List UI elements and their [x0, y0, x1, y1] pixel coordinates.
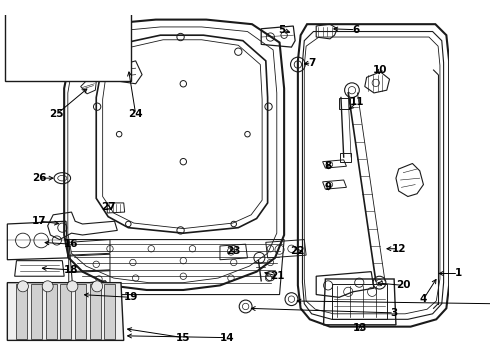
- Text: 15: 15: [176, 333, 191, 343]
- Polygon shape: [75, 284, 86, 338]
- Text: 25: 25: [49, 109, 64, 119]
- Circle shape: [18, 281, 28, 292]
- Text: 23: 23: [226, 247, 241, 256]
- Polygon shape: [17, 284, 27, 338]
- Text: 17: 17: [32, 216, 47, 226]
- Bar: [4, 0, 131, 81]
- Text: 18: 18: [64, 265, 79, 275]
- Text: 1: 1: [455, 269, 462, 279]
- Text: 14: 14: [220, 333, 235, 343]
- Text: 10: 10: [373, 65, 388, 75]
- Text: 11: 11: [350, 97, 365, 107]
- Polygon shape: [60, 284, 72, 338]
- Text: 3: 3: [391, 308, 398, 318]
- Text: 8: 8: [324, 161, 332, 171]
- Text: 7: 7: [308, 58, 315, 68]
- Text: 21: 21: [270, 271, 285, 281]
- Text: 27: 27: [101, 202, 116, 212]
- Polygon shape: [90, 284, 101, 338]
- Polygon shape: [7, 283, 124, 341]
- Text: 13: 13: [353, 324, 368, 333]
- Text: 19: 19: [124, 292, 138, 302]
- Circle shape: [67, 281, 78, 292]
- Polygon shape: [46, 284, 57, 338]
- Text: 16: 16: [64, 239, 79, 249]
- Circle shape: [42, 281, 53, 292]
- Text: 9: 9: [324, 182, 332, 192]
- Text: 5: 5: [278, 25, 285, 35]
- Text: 24: 24: [128, 109, 143, 119]
- Text: 26: 26: [32, 173, 47, 183]
- Text: 4: 4: [420, 294, 427, 304]
- Text: 6: 6: [352, 25, 359, 35]
- Text: 20: 20: [396, 280, 411, 291]
- Circle shape: [92, 281, 102, 292]
- Text: 12: 12: [392, 244, 406, 254]
- Polygon shape: [31, 284, 42, 338]
- Polygon shape: [104, 284, 116, 338]
- Text: 22: 22: [291, 247, 305, 256]
